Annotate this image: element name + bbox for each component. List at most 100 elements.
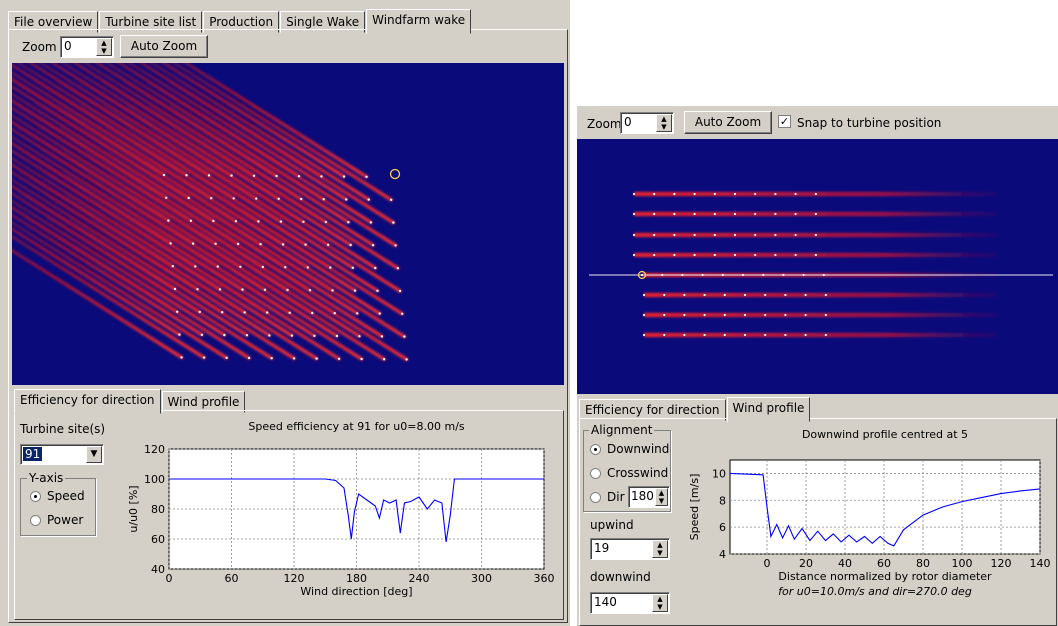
- turbine-marker[interactable]: [640, 273, 644, 277]
- turbine-marker[interactable]: [822, 273, 825, 277]
- turbine-marker[interactable]: [743, 333, 747, 337]
- turbine-marker[interactable]: [371, 244, 375, 247]
- turbine-marker[interactable]: [392, 221, 395, 224]
- turbine-marker[interactable]: [784, 313, 787, 317]
- power-radio[interactable]: [30, 515, 41, 526]
- turbine-marker[interactable]: [396, 267, 399, 270]
- turbine-marker[interactable]: [673, 212, 676, 216]
- turbine-marker[interactable]: [762, 273, 765, 277]
- turbine-marker[interactable]: [653, 253, 656, 257]
- turbine-marker[interactable]: [300, 197, 303, 201]
- turbine-marker[interactable]: [367, 198, 370, 201]
- turbine-marker[interactable]: [683, 293, 686, 297]
- turbine-marker[interactable]: [326, 243, 330, 246]
- turbine-marker[interactable]: [380, 335, 384, 338]
- turbine-marker[interactable]: [290, 334, 294, 337]
- turbine-marker[interactable]: [212, 219, 215, 223]
- selected-turbine-marker[interactable]: [637, 270, 647, 280]
- turbine-marker[interactable]: [814, 253, 817, 257]
- turbine-marker[interactable]: [337, 357, 341, 360]
- turbine-marker[interactable]: [733, 192, 737, 196]
- turbine-marker[interactable]: [236, 242, 240, 246]
- turbine-marker[interactable]: [382, 358, 386, 361]
- turbine-marker[interactable]: [721, 273, 724, 277]
- turbine-marker[interactable]: [784, 333, 787, 337]
- turbine-marker[interactable]: [333, 312, 336, 315]
- turbine-marker[interactable]: [733, 233, 737, 237]
- turbine-marker[interactable]: [794, 233, 797, 237]
- turbine-marker[interactable]: [194, 265, 197, 268]
- turbine-marker[interactable]: [824, 293, 827, 297]
- turbine-marker[interactable]: [673, 253, 676, 257]
- spin-arrows-icon[interactable]: ▲ ▼: [652, 540, 668, 558]
- turbine-marker[interactable]: [642, 293, 646, 297]
- turbine-marker[interactable]: [398, 289, 402, 293]
- turbine-marker[interactable]: [703, 293, 706, 297]
- turbine-marker[interactable]: [802, 273, 805, 277]
- auto-zoom-button[interactable]: Auto Zoom: [684, 111, 772, 134]
- turbine-marker[interactable]: [642, 313, 646, 317]
- turbine-marker[interactable]: [814, 192, 817, 196]
- turbine-marker[interactable]: [703, 313, 706, 317]
- speed-radio[interactable]: [30, 491, 41, 502]
- turbine-marker[interactable]: [764, 313, 767, 317]
- zoom-stepper[interactable]: 0 ▲ ▼: [620, 112, 674, 134]
- turbine-marker[interactable]: [230, 174, 233, 177]
- turbine-marker[interactable]: [302, 220, 305, 223]
- turbine-marker[interactable]: [315, 357, 318, 360]
- auto-zoom-button[interactable]: Auto Zoom: [120, 35, 208, 58]
- turbine-marker[interactable]: [223, 333, 226, 337]
- turbine-marker[interactable]: [335, 334, 339, 338]
- snap-checkbox[interactable]: ✓: [778, 115, 791, 128]
- turbine-marker[interactable]: [162, 173, 166, 177]
- turbine-marker[interactable]: [275, 174, 278, 178]
- turbine-marker[interactable]: [743, 293, 747, 297]
- turbine-marker[interactable]: [196, 288, 199, 291]
- turbine-marker[interactable]: [191, 242, 195, 245]
- turbine-marker[interactable]: [324, 220, 328, 224]
- turbine-marker[interactable]: [794, 253, 797, 257]
- turbine-marker[interactable]: [281, 243, 285, 246]
- turbine-site-dropdown[interactable]: 91 ▼: [20, 444, 104, 465]
- turbine-marker[interactable]: [259, 243, 262, 246]
- turbine-marker[interactable]: [243, 311, 246, 314]
- turbine-marker[interactable]: [673, 233, 676, 237]
- turbine-marker[interactable]: [173, 287, 177, 291]
- turbine-marker[interactable]: [189, 219, 193, 222]
- spin-arrows-icon[interactable]: ▲ ▼: [652, 594, 668, 612]
- turbine-marker[interactable]: [774, 253, 777, 257]
- turbine-marker[interactable]: [255, 197, 258, 200]
- turbine-marker[interactable]: [185, 174, 188, 177]
- turbine-marker[interactable]: [653, 212, 656, 216]
- turbine-marker[interactable]: [169, 242, 172, 245]
- turbine-marker[interactable]: [661, 273, 664, 277]
- turbine-marker[interactable]: [693, 212, 696, 216]
- turbine-marker[interactable]: [804, 313, 807, 317]
- turbine-marker[interactable]: [673, 192, 676, 196]
- turbine-marker[interactable]: [683, 333, 686, 337]
- turbine-marker[interactable]: [804, 333, 807, 337]
- turbine-marker[interactable]: [202, 356, 206, 359]
- turbine-marker[interactable]: [365, 175, 368, 178]
- turbine-marker[interactable]: [178, 333, 181, 336]
- turbine-marker[interactable]: [405, 358, 408, 361]
- turbine-marker[interactable]: [632, 192, 636, 196]
- turbine-marker[interactable]: [288, 311, 291, 314]
- turbine-marker[interactable]: [814, 212, 817, 216]
- turbine-marker[interactable]: [824, 313, 827, 317]
- turbine-marker[interactable]: [279, 220, 283, 223]
- chevron-down-icon[interactable]: ▼: [86, 446, 102, 463]
- turbine-marker[interactable]: [369, 221, 373, 224]
- turbine-marker[interactable]: [733, 212, 737, 216]
- turbine-marker[interactable]: [349, 243, 352, 247]
- tab-production[interactable]: Production: [203, 11, 280, 33]
- turbine-marker[interactable]: [180, 356, 183, 359]
- turbine-marker[interactable]: [723, 293, 726, 297]
- turbine-marker[interactable]: [284, 266, 287, 269]
- wake-map[interactable]: [12, 63, 564, 385]
- turbine-marker[interactable]: [653, 192, 656, 196]
- turbine-marker[interactable]: [308, 289, 312, 292]
- turbine-marker[interactable]: [165, 196, 168, 199]
- turbine-marker[interactable]: [297, 175, 301, 178]
- turbine-marker[interactable]: [241, 288, 244, 291]
